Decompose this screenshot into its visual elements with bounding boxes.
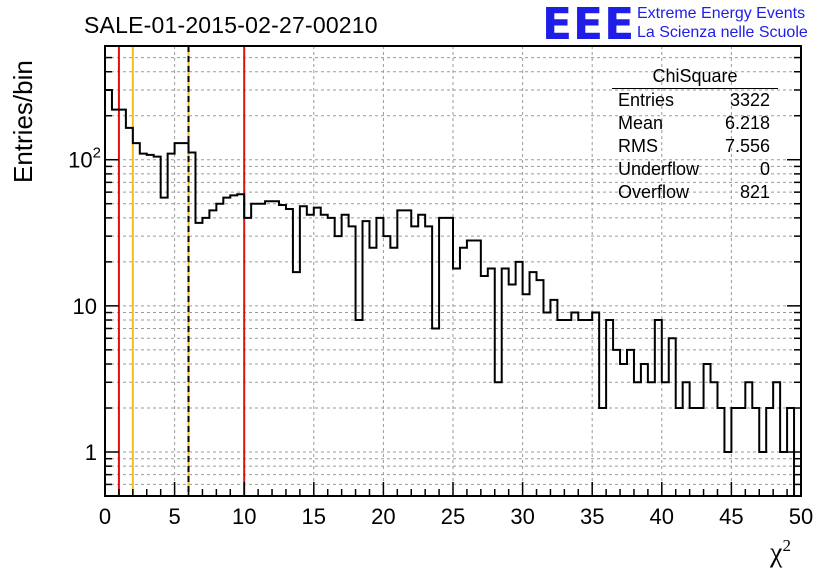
chart-title: SALE-01-2015-02-27-00210 (84, 12, 378, 38)
stats-value: 6.218 (724, 113, 770, 133)
tick-labels: 0 5 10 15 20 25 30 35 40 45 50 1 10 102 (68, 145, 813, 529)
histogram-series (104, 88, 801, 497)
y-tick-label: 1 (85, 440, 97, 465)
y-tick-label: 102 (68, 145, 101, 173)
x-axis-label-base: χ (770, 537, 783, 569)
stats-label: Entries (618, 90, 675, 110)
stats-value: 7.556 (724, 136, 770, 156)
eee-logo: EEE (542, 0, 636, 50)
x-tick-label: 15 (302, 504, 326, 529)
x-tick-label: 30 (510, 504, 534, 529)
grid-lines (105, 46, 801, 496)
logo-caption: Extreme Energy Events La Scienza nelle S… (637, 4, 808, 42)
stats-label: Mean (618, 113, 664, 133)
stats-label: Underflow (618, 159, 700, 179)
reference-lines (117, 46, 246, 496)
logo-line-1: Extreme Energy Events (637, 5, 806, 22)
stats-value: 3322 (729, 90, 770, 110)
x-tick-label: 40 (650, 504, 674, 529)
y-axis-label: Entries/bin (8, 60, 38, 183)
stats-box: ChiSquare Entries 3322 Mean 6.218 RMS 7.556… (612, 66, 778, 204)
stats-label: RMS (618, 136, 658, 156)
x-tick-label: 35 (580, 504, 604, 529)
x-tick-label: 50 (789, 504, 813, 529)
x-tick-label: 0 (99, 504, 111, 529)
x-tick-label: 10 (232, 504, 256, 529)
stats-row: Overflow 821 (612, 181, 778, 204)
x-tick-label: 45 (719, 504, 743, 529)
stats-row: Underflow 0 (612, 158, 778, 181)
stats-row: Entries 3322 (612, 89, 778, 112)
x-tick-label: 25 (441, 504, 465, 529)
axis-ticks (104, 56, 802, 496)
stats-value: 0 (759, 159, 770, 179)
stats-value: 821 (739, 182, 770, 202)
x-tick-label: 20 (371, 504, 395, 529)
stats-row: Mean 6.218 (612, 112, 778, 135)
x-axis-label-sup: 2 (782, 536, 791, 555)
logo-line-2: La Scienza nelle Scuole (637, 24, 808, 41)
stats-title: ChiSquare (612, 66, 778, 89)
stats-row: RMS 7.556 (612, 135, 778, 158)
x-tick-label: 5 (168, 504, 180, 529)
y-tick-label: 10 (73, 294, 97, 319)
x-axis-label: χ2 (770, 536, 791, 569)
stats-label: Overflow (618, 182, 690, 202)
